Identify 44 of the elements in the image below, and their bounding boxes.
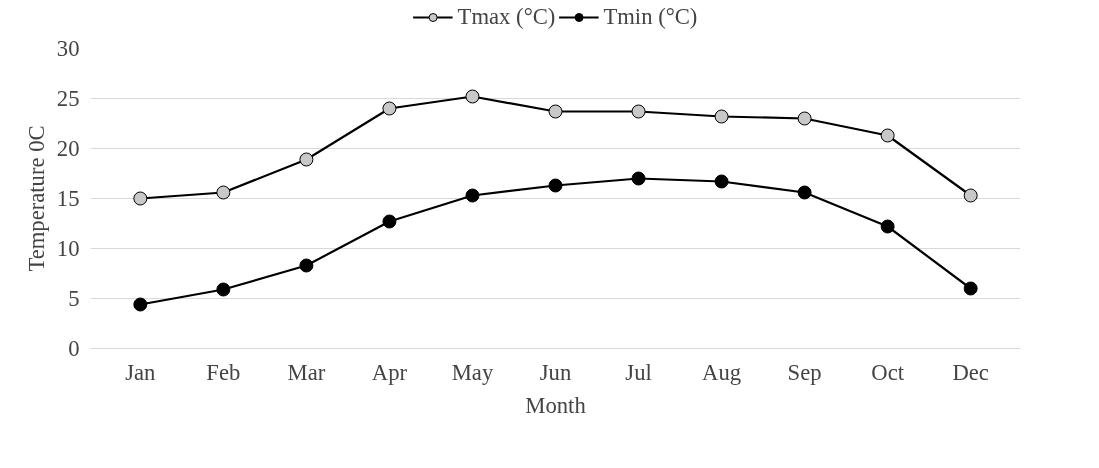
y-tick-label: 20 [56,136,80,161]
point [714,109,729,124]
y-tick-label: 10 [56,236,80,261]
point [963,281,978,296]
x-tick-label: Mar [287,359,326,385]
point [880,128,895,143]
x-tick-label: Jan [125,359,156,385]
point [382,214,397,229]
legend-label: Tmin (°C) [603,4,698,30]
x-tick-label: Dec [952,359,989,385]
point [299,258,314,273]
point [133,191,148,206]
x-tick-label: Sep [787,359,822,385]
point [465,188,480,203]
point [548,178,563,193]
x-tick-label: May [451,359,494,385]
x-tick-label: Feb [206,359,241,385]
x-axis-title: Month [525,392,587,418]
y-tick-label: 25 [56,86,80,111]
x-tick-label: Jun [539,359,572,385]
point [714,174,729,189]
point [133,297,148,312]
point [216,185,231,200]
point [548,104,563,119]
point [797,111,812,126]
x-tick-label: Aug [702,359,742,385]
y-axis-title: Temperature 0C [23,125,49,272]
x-tick-label: Oct [871,359,905,385]
y-tick-label: 15 [56,186,80,211]
legend-label: Tmax (°C) [457,4,556,30]
point [631,104,646,119]
point [880,219,895,234]
point [631,171,646,186]
point [797,185,812,200]
y-tick-label: 0 [68,336,80,361]
point [382,101,397,116]
x-tick-label: Apr [371,359,408,385]
point [299,152,314,167]
point [216,282,231,297]
x-tick-label: Jul [625,359,652,385]
point [963,188,978,203]
point [465,89,480,104]
y-tick-label: 30 [56,36,80,61]
y-tick-label: 5 [68,286,80,311]
